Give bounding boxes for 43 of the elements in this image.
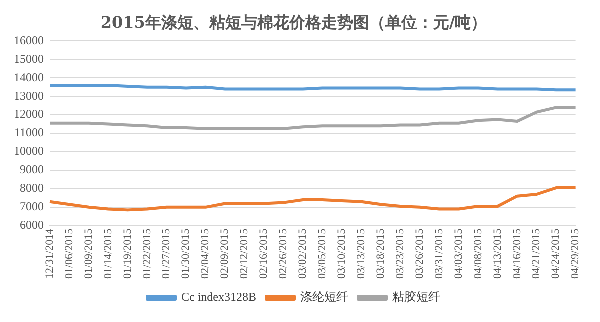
x-tick-label: 03/05/2015 xyxy=(316,228,329,280)
chart-title: 2015年涤短、粘短与棉花价格走势图（单位：元/吨） xyxy=(100,12,488,32)
y-tick-label: 12000 xyxy=(14,107,44,122)
x-tick-label: 12/31/2014 xyxy=(44,228,56,280)
y-tick-label: 7000 xyxy=(20,200,44,214)
x-tick-label: 03/23/2015 xyxy=(394,228,406,280)
x-tick-label: 03/10/2015 xyxy=(336,228,348,280)
x-tick-label: 01/27/2015 xyxy=(160,228,173,280)
x-tick-label: 01/06/2015 xyxy=(63,228,76,280)
y-tick-label: 14000 xyxy=(14,70,44,84)
x-tick-label: 02/16/2015 xyxy=(258,228,270,280)
legend-label: 粘胶短纤 xyxy=(392,290,440,304)
x-tick-label: 01/09/2015 xyxy=(82,228,95,280)
x-tick-label: 04/29/2015 xyxy=(570,228,582,280)
x-tick-label: 02/26/2015 xyxy=(278,228,290,280)
x-tick-label: 01/22/2015 xyxy=(141,228,154,280)
x-tick-label: 04/13/2015 xyxy=(492,228,504,280)
x-tick-label: 03/26/2015 xyxy=(414,228,426,280)
y-tick-label: 11000 xyxy=(14,126,44,140)
x-tick-label: 04/08/2015 xyxy=(472,228,484,280)
y-tick-label: 16000 xyxy=(14,33,44,48)
y-tick-label: 13000 xyxy=(14,88,44,103)
x-tick-label: 01/19/2015 xyxy=(122,228,134,280)
x-tick-label: 04/21/2015 xyxy=(530,228,543,280)
y-tick-label: 6000 xyxy=(20,218,44,232)
x-tick-label: 04/16/2015 xyxy=(511,228,524,280)
y-tick-label: 15000 xyxy=(14,52,44,66)
x-tick-label: 03/18/2015 xyxy=(374,228,387,280)
y-tick-label: 10000 xyxy=(14,144,44,158)
y-tick-label: 8000 xyxy=(20,181,44,196)
x-tick-label: 01/30/2015 xyxy=(180,228,192,280)
x-tick-label: 04/03/2015 xyxy=(452,228,465,280)
x-tick-label: 01/14/2015 xyxy=(102,228,114,280)
x-tick-label: 03/02/2015 xyxy=(297,228,310,280)
x-tick-label: 03/13/2015 xyxy=(355,228,368,280)
y-tick-label: 9000 xyxy=(20,162,44,177)
x-tick-label: 02/04/2015 xyxy=(200,228,212,280)
x-tick-label: 02/09/2015 xyxy=(219,228,232,280)
x-tick-label: 04/24/2015 xyxy=(550,228,562,280)
legend-label: 涤纶短纤 xyxy=(300,290,348,304)
x-tick-label: 03/31/2015 xyxy=(433,228,446,280)
legend-label: Cc index3128B xyxy=(182,290,257,304)
x-tick-label: 02/12/2015 xyxy=(238,228,251,280)
